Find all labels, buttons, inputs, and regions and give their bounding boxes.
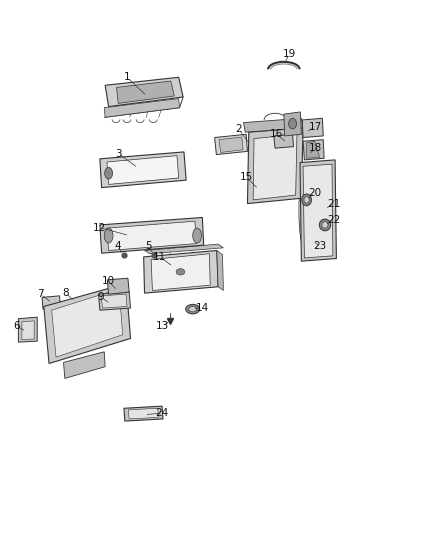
Ellipse shape — [302, 194, 311, 206]
Polygon shape — [107, 156, 179, 184]
Polygon shape — [145, 244, 223, 254]
Text: 16: 16 — [270, 130, 283, 139]
Polygon shape — [303, 164, 333, 258]
Text: 12: 12 — [93, 223, 106, 232]
Ellipse shape — [186, 304, 200, 314]
Text: 13: 13 — [156, 321, 170, 331]
Bar — [224, 142, 228, 150]
Ellipse shape — [319, 219, 331, 231]
Polygon shape — [128, 408, 159, 419]
Polygon shape — [303, 140, 324, 160]
Polygon shape — [219, 137, 243, 152]
Ellipse shape — [289, 118, 297, 129]
Polygon shape — [124, 406, 163, 421]
Polygon shape — [307, 141, 320, 158]
Polygon shape — [64, 352, 105, 378]
Polygon shape — [101, 294, 127, 308]
Polygon shape — [44, 284, 131, 364]
Text: 19: 19 — [283, 50, 296, 59]
Text: 2: 2 — [235, 124, 242, 134]
Text: 5: 5 — [145, 241, 152, 251]
Text: 3: 3 — [115, 149, 122, 158]
Polygon shape — [117, 81, 174, 103]
Bar — [230, 142, 233, 150]
Polygon shape — [99, 292, 131, 310]
Text: 17: 17 — [309, 122, 322, 132]
Polygon shape — [217, 251, 223, 290]
Polygon shape — [302, 118, 323, 138]
Text: 9: 9 — [97, 292, 104, 302]
Text: 7: 7 — [37, 289, 44, 299]
Polygon shape — [320, 201, 332, 213]
Polygon shape — [100, 217, 204, 253]
Text: 10: 10 — [102, 277, 115, 286]
Text: 1: 1 — [124, 72, 131, 82]
Polygon shape — [321, 203, 330, 212]
Text: 11: 11 — [153, 252, 166, 262]
FancyArrowPatch shape — [309, 126, 315, 130]
Polygon shape — [247, 128, 303, 204]
Polygon shape — [52, 289, 123, 357]
Text: 23: 23 — [313, 241, 326, 251]
Ellipse shape — [189, 306, 197, 312]
Polygon shape — [18, 317, 37, 342]
Text: 24: 24 — [155, 408, 169, 418]
Polygon shape — [151, 254, 210, 290]
Polygon shape — [144, 251, 218, 293]
Text: 20: 20 — [308, 188, 321, 198]
Ellipse shape — [322, 222, 328, 228]
Polygon shape — [215, 134, 247, 155]
Text: 18: 18 — [309, 143, 322, 153]
Polygon shape — [104, 99, 180, 117]
Polygon shape — [105, 77, 183, 107]
Polygon shape — [22, 321, 34, 340]
Text: 14: 14 — [196, 303, 209, 312]
Polygon shape — [107, 278, 129, 294]
Ellipse shape — [304, 197, 309, 203]
Polygon shape — [284, 112, 301, 136]
Polygon shape — [300, 160, 336, 261]
Text: 15: 15 — [240, 172, 253, 182]
Text: 6: 6 — [13, 321, 20, 331]
Polygon shape — [107, 221, 196, 251]
Ellipse shape — [105, 167, 113, 179]
Ellipse shape — [193, 228, 201, 243]
Polygon shape — [100, 152, 186, 188]
Text: 21: 21 — [327, 199, 340, 208]
Bar — [236, 142, 239, 150]
Polygon shape — [244, 118, 303, 132]
Text: 4: 4 — [114, 241, 121, 251]
Ellipse shape — [104, 228, 113, 243]
Text: 8: 8 — [62, 288, 69, 298]
Polygon shape — [274, 134, 293, 148]
Ellipse shape — [176, 269, 185, 275]
Polygon shape — [253, 134, 297, 200]
Text: 22: 22 — [327, 215, 340, 224]
Polygon shape — [42, 296, 60, 309]
